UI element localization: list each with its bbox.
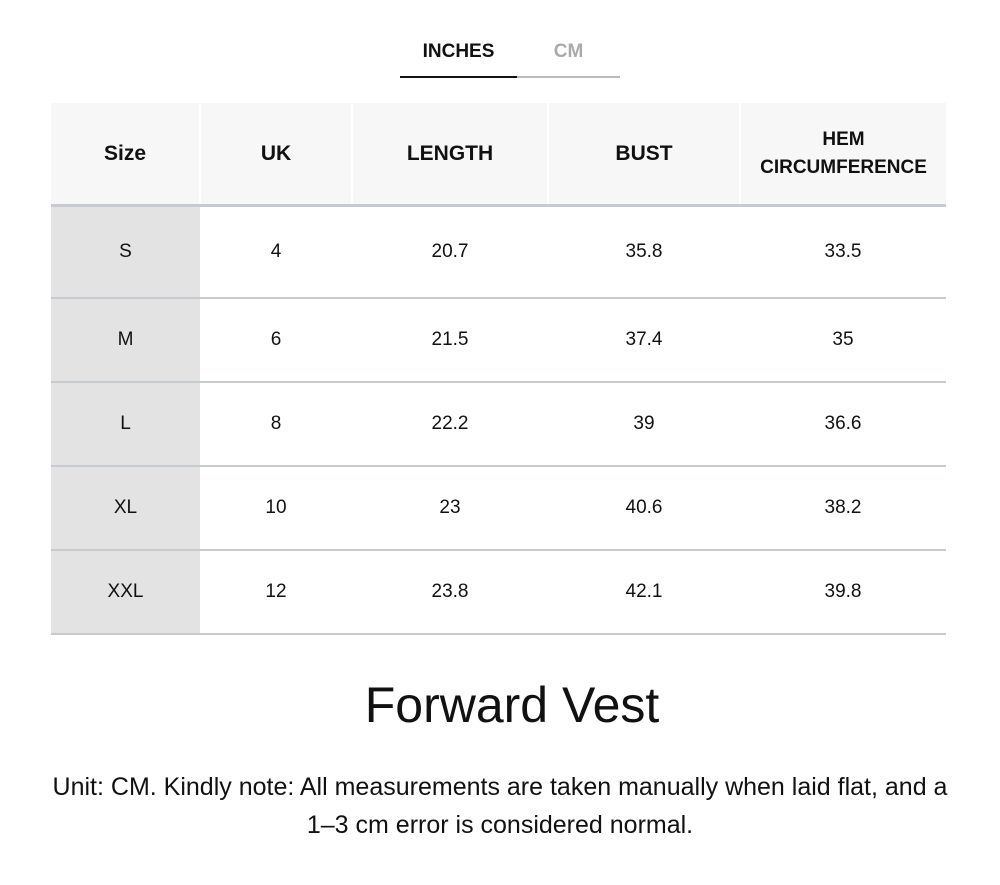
table-row: XL 10 23 40.6 38.2	[51, 465, 946, 551]
column-header: Size	[51, 103, 200, 207]
value-cell: 10	[200, 465, 352, 551]
value-cell: 4	[200, 205, 352, 299]
table-row: S 4 20.7 35.8 33.5	[51, 205, 946, 299]
value-cell: 36.6	[740, 381, 946, 467]
value-cell: 38.2	[740, 465, 946, 551]
size-cell: L	[51, 381, 200, 467]
tab-cm[interactable]: CM	[517, 36, 620, 78]
unit-tabs: INCHES CM	[400, 36, 620, 78]
value-cell: 35	[740, 297, 946, 383]
size-cell: S	[51, 205, 200, 299]
value-cell: 23.8	[352, 549, 548, 635]
product-title: Forward Vest	[364, 677, 660, 733]
value-cell: 21.5	[352, 297, 548, 383]
value-cell: 35.8	[548, 205, 740, 299]
size-cell: XXL	[51, 549, 200, 635]
table-row: L 8 22.2 39 36.6	[51, 381, 946, 467]
value-cell: 23	[352, 465, 548, 551]
value-cell: 37.4	[548, 297, 740, 383]
value-cell: 12	[200, 549, 352, 635]
size-chart-table: Size UK LENGTH BUST HEM CIRCUMFERENCE S 4 20.7…	[51, 103, 946, 635]
size-cell: M	[51, 297, 200, 383]
column-header: BUST	[547, 103, 740, 207]
column-header: LENGTH	[351, 103, 548, 207]
column-header: HEM CIRCUMFERENCE	[739, 103, 946, 207]
value-cell: 40.6	[548, 465, 740, 551]
size-cell: XL	[51, 465, 200, 551]
value-cell: 6	[200, 297, 352, 383]
column-header: UK	[199, 103, 352, 207]
value-cell: 42.1	[548, 549, 740, 635]
value-cell: 39.8	[740, 549, 946, 635]
value-cell: 8	[200, 381, 352, 467]
value-cell: 39	[548, 381, 740, 467]
value-cell: 22.2	[352, 381, 548, 467]
measurement-note: Unit: CM. Kindly note: All measurements …	[52, 773, 948, 839]
value-cell: 33.5	[740, 205, 946, 299]
table-row: M 6 21.5 37.4 35	[51, 297, 946, 383]
tab-inches[interactable]: INCHES	[400, 36, 517, 78]
value-cell: 20.7	[352, 205, 548, 299]
table-row: XXL 12 23.8 42.1 39.8	[51, 549, 946, 635]
